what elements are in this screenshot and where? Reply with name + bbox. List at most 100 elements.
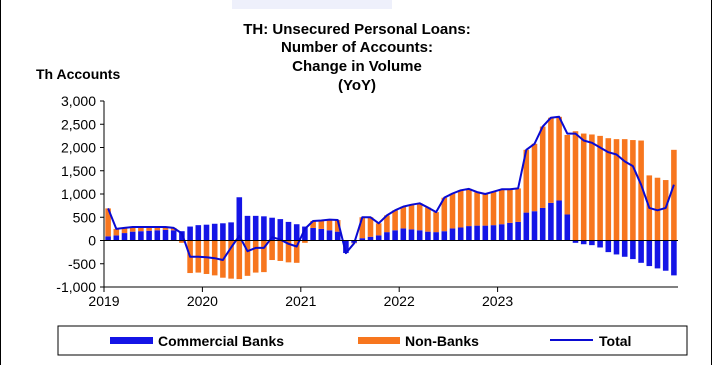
non-banks-bar [277,240,284,261]
commercial-banks-bar [318,228,325,241]
non-banks-bar [523,149,530,213]
commercial-banks-bar [457,227,464,241]
commercial-banks-bar [326,230,333,241]
non-banks-bar [302,240,308,243]
commercial-banks-bar [252,215,259,241]
commercial-banks-bar [269,217,275,241]
non-banks-bar [146,227,152,231]
non-banks-bar [129,227,136,232]
commercial-banks-bar [671,240,677,276]
commercial-banks-bar [449,228,456,241]
y-tick-label: -1,000 [56,279,96,295]
commercial-banks-bar [498,224,505,241]
commercial-banks-bar [433,232,439,241]
commercial-banks-bar [228,222,234,241]
non-banks-bar [310,220,316,228]
chart-title-line-2: Number of Accounts: [281,39,433,56]
commercial-banks-bar [400,228,407,241]
commercial-banks-bar [490,225,497,241]
non-banks-bar [228,240,234,279]
non-banks-bar [408,204,415,230]
commercial-banks-bar [244,215,251,241]
commercial-banks-bar [474,225,480,241]
commercial-banks-bar [154,230,161,241]
non-banks-bar [293,240,300,263]
commercial-banks-bar [605,240,612,253]
commercial-banks-bar [129,231,136,241]
non-banks-bar [162,227,169,230]
legend-label-commercial-banks: Commercial Banks [158,333,284,349]
non-banks-bar [662,180,669,241]
non-banks-bar [326,219,333,231]
non-banks-bar [613,139,620,241]
commercial-banks-bar [580,240,587,245]
y-tick-label: 500 [73,209,97,225]
y-axis-title: Th Accounts [36,66,120,82]
bar-series [105,116,677,280]
chart-title-line-1: TH: Unsecured Personal Loans: [243,21,471,38]
non-banks-bar [105,208,111,237]
commercial-banks-bar [285,221,292,241]
commercial-banks-bar [343,240,349,254]
commercial-banks-bar [441,231,448,241]
legend-label-total: Total [599,333,631,349]
non-banks-bar [572,131,579,241]
commercial-banks-bar [359,238,366,241]
commercial-banks-bar [236,197,243,241]
non-banks-bar [605,138,612,241]
commercial-banks-bar [121,233,128,241]
commercial-banks-bar [146,230,152,241]
commercial-banks-bar [613,240,620,255]
non-banks-bar [589,134,595,241]
commercial-banks-bar [564,214,571,241]
commercial-banks-bar [662,240,669,271]
non-banks-bar [269,240,275,261]
y-tick-label: 3,000 [61,93,96,109]
non-banks-bar [154,227,161,231]
non-banks-bar [433,212,439,233]
non-banks-bar [474,192,480,226]
legend-swatch-commercial-banks [110,337,153,344]
commercial-banks-bar [482,225,489,241]
non-banks-bar [244,240,251,276]
y-tick-label: 1,500 [61,163,96,179]
commercial-banks-bar [384,232,390,241]
commercial-banks-bar [539,207,546,241]
commercial-banks-bar [548,202,554,241]
non-banks-bar [564,134,571,215]
commercial-banks-bar [203,224,210,241]
non-banks-bar [441,197,448,232]
commercial-banks-bar [621,240,628,257]
non-banks-bar [597,135,603,241]
commercial-banks-bar [375,235,382,241]
chart-title-line-4: (YoY) [338,77,376,94]
commercial-banks-bar [638,240,644,263]
non-banks-bar [400,206,407,229]
non-banks-bar [671,149,677,241]
commercial-banks-bar [416,230,423,241]
x-tick-label: 2019 [88,293,119,309]
non-banks-bar [384,215,390,233]
commercial-banks-bar [195,225,202,241]
commercial-banks-bar [211,223,218,241]
commercial-banks-bar [654,240,661,269]
chart-title-line-3: Change in Volume [292,58,422,75]
y-tick-label: 0 [88,233,96,249]
x-tick-label: 2020 [187,293,218,309]
non-banks-bar [367,217,374,237]
commercial-banks-bar [334,231,341,241]
y-axis-ticks: 3,000 2,500 2,000 1,500 1,000 500 0 -500 -1,000 [56,93,104,295]
commercial-banks-bar [105,236,111,241]
non-banks-bar [548,117,554,203]
commercial-banks-bar [187,226,193,241]
commercial-banks-bar [170,230,177,241]
non-banks-bar [449,193,456,229]
non-banks-bar [498,189,505,225]
y-tick-label: -500 [68,256,96,272]
legend-swatch-non-banks [358,337,400,344]
y-tick-label: 2,000 [61,140,96,156]
top-band-decoration [232,0,392,9]
non-banks-bar [121,227,128,234]
commercial-banks-bar [515,221,521,241]
x-tick-label: 2021 [285,293,316,309]
